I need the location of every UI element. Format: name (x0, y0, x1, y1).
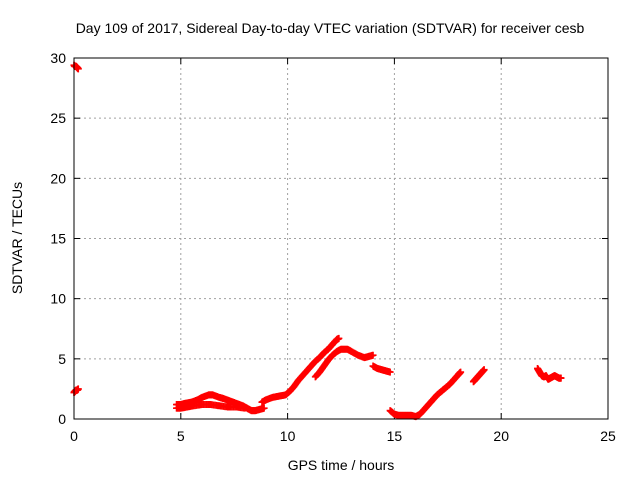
y-tick-label: 15 (50, 231, 66, 247)
plot-frame (73, 57, 609, 420)
y-tick-label: 30 (50, 50, 66, 66)
x-tick-label: 0 (70, 428, 78, 444)
x-tick-label: 20 (493, 428, 509, 444)
chart-grid (74, 58, 608, 419)
data-point (260, 404, 268, 412)
data-point (241, 404, 249, 412)
series-seg-early-high (70, 61, 82, 73)
data-point (369, 351, 377, 359)
x-tick-label: 10 (280, 428, 296, 444)
data-point (335, 334, 343, 342)
series-seg-afternoon-b (386, 368, 465, 421)
series-seg-morning-b (173, 401, 249, 412)
series-seg-evening-b (534, 364, 565, 383)
x-axis-label: GPS time / hours (287, 457, 395, 473)
data-point (386, 368, 394, 376)
chart-title: Day 109 of 2017, Sidereal Day-to-day VTE… (75, 20, 585, 36)
y-tick-label: 25 (50, 110, 66, 126)
x-tick-label: 25 (600, 428, 616, 444)
chart-marks (70, 61, 565, 421)
data-point (480, 366, 488, 374)
y-tick-label: 5 (58, 351, 66, 367)
x-tick-label: 5 (177, 428, 185, 444)
y-tick-label: 10 (50, 291, 66, 307)
data-point (557, 374, 565, 382)
chart-ticks: 0 5 10 15 20 25 0 5 10 15 20 25 30 (50, 50, 616, 444)
series-seg-evening-a (469, 366, 488, 386)
y-axis-label: SDTVAR / TECUs (9, 181, 25, 295)
series-seg-afternoon-a (369, 362, 394, 376)
data-point (74, 65, 82, 73)
series-seg-midday-2 (311, 345, 377, 381)
data-point (457, 368, 465, 376)
y-tick-label: 0 (58, 411, 66, 427)
x-tick-label: 15 (387, 428, 403, 444)
y-tick-label: 20 (50, 170, 66, 186)
series-seg-midday (258, 334, 343, 406)
data-point (74, 385, 82, 393)
